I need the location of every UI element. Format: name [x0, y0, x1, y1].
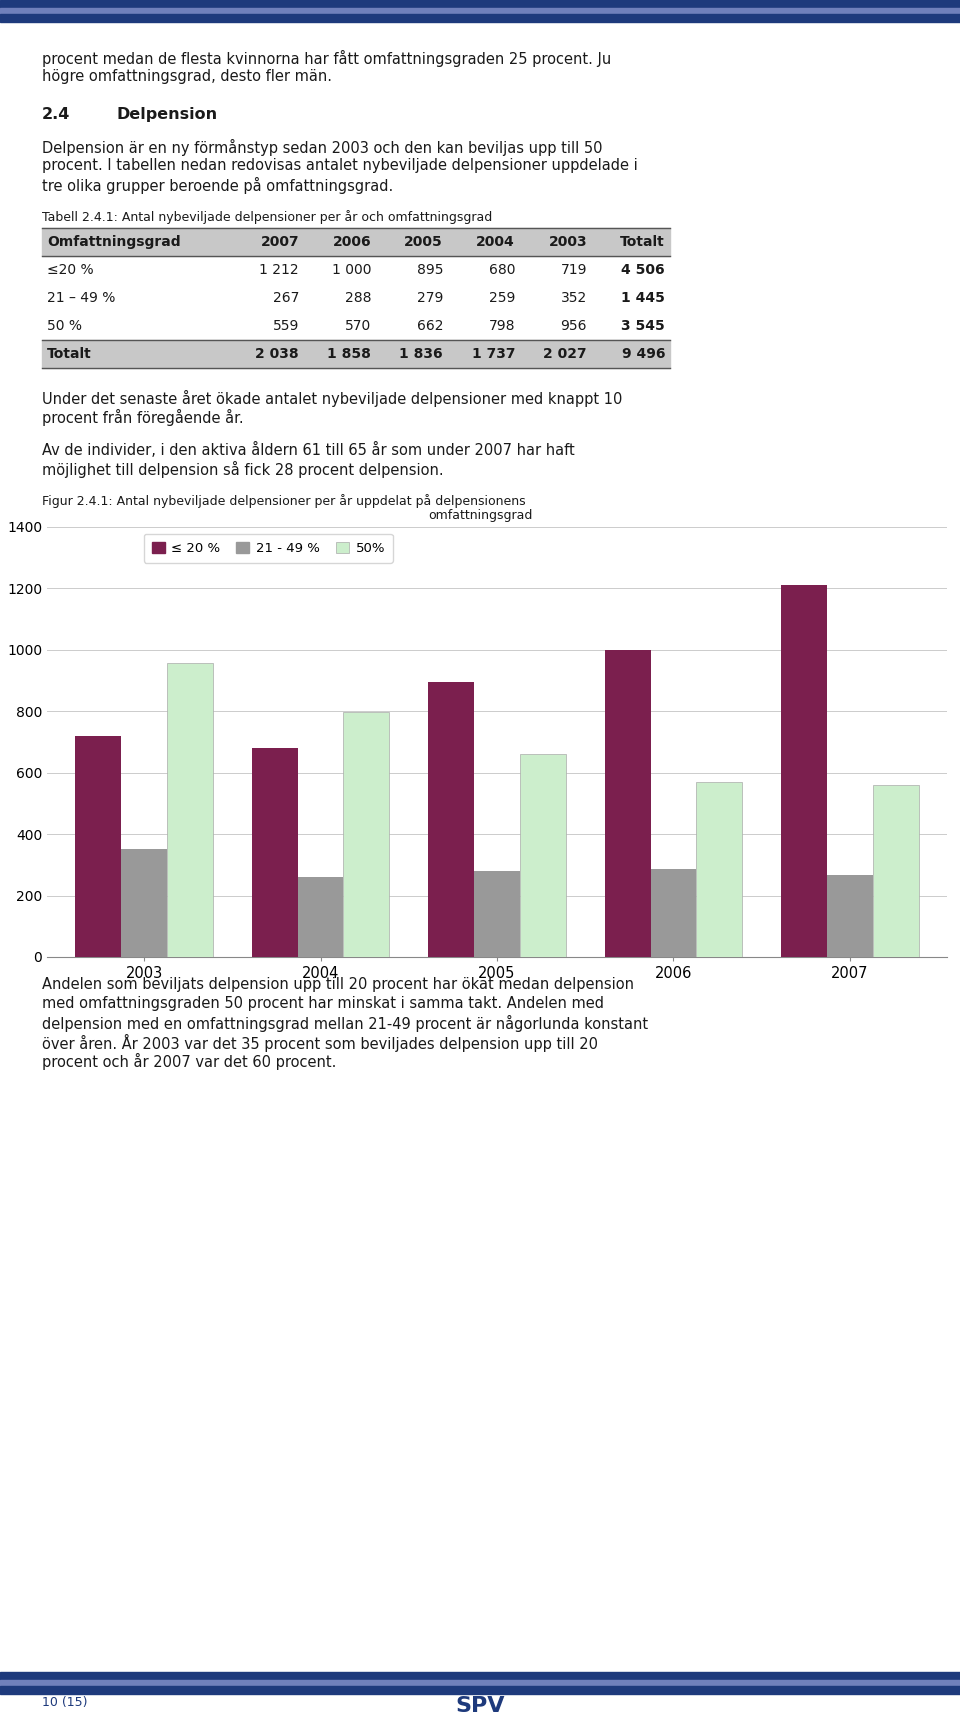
Text: Delpension: Delpension [117, 107, 218, 122]
Text: 1 000: 1 000 [331, 263, 371, 277]
Text: 719: 719 [561, 263, 587, 277]
Text: 259: 259 [489, 291, 515, 305]
Bar [121, 848, 167, 957]
Text: 2006: 2006 [332, 236, 371, 250]
Text: Under det senaste året ökade antalet nybeviljade delpensioner med knappt 10: Under det senaste året ökade antalet nyb… [42, 391, 622, 406]
Bar [42, 227, 670, 256]
Text: 2003: 2003 [548, 236, 587, 250]
Text: 1 212: 1 212 [259, 263, 299, 277]
Bar [0, 14, 960, 22]
Text: Figur 2.4.1: Antal nybeviljade delpensioner per år uppdelat på delpensionens: Figur 2.4.1: Antal nybeviljade delpensio… [42, 494, 526, 508]
Text: möjlighet till delpension så fick 28 procent delpension.: möjlighet till delpension så fick 28 pro… [42, 461, 444, 478]
Text: 2004: 2004 [476, 236, 515, 250]
Text: 1 737: 1 737 [471, 348, 515, 361]
Bar [344, 712, 390, 957]
Text: 4 506: 4 506 [621, 263, 665, 277]
Text: högre omfattningsgrad, desto fler män.: högre omfattningsgrad, desto fler män. [42, 69, 332, 84]
Bar [75, 737, 121, 957]
Text: 10 (15): 10 (15) [42, 1695, 87, 1709]
Text: 1 445: 1 445 [621, 291, 665, 305]
Text: procent medan de flesta kvinnorna har fått omfattningsgraden 25 procent. Ju: procent medan de flesta kvinnorna har få… [42, 50, 612, 67]
Text: med omfattningsgraden 50 procent har minskat i samma takt. Andelen med: med omfattningsgraden 50 procent har min… [42, 996, 604, 1010]
Text: 9 496: 9 496 [621, 348, 665, 361]
Text: SPV: SPV [455, 1695, 505, 1716]
Text: ≤20 %: ≤20 % [47, 263, 94, 277]
Text: tre olika grupper beroende på omfattningsgrad.: tre olika grupper beroende på omfattning… [42, 177, 394, 194]
Text: Delpension är en ny förmånstyp sedan 2003 och den kan beviljas upp till 50: Delpension är en ny förmånstyp sedan 200… [42, 139, 603, 157]
Text: Av de individer, i den aktiva åldern 61 till 65 år som under 2007 har haft: Av de individer, i den aktiva åldern 61 … [42, 442, 575, 458]
Text: 352: 352 [561, 291, 587, 305]
Bar [873, 785, 919, 957]
Text: Totalt: Totalt [620, 236, 665, 250]
Bar [298, 878, 344, 957]
Bar [651, 869, 696, 957]
Text: Andelen som beviljats delpension upp till 20 procent har ökat medan delpension: Andelen som beviljats delpension upp til… [42, 978, 634, 991]
Bar [252, 749, 298, 957]
Text: 559: 559 [273, 318, 299, 332]
Text: procent och år 2007 var det 60 procent.: procent och år 2007 var det 60 procent. [42, 1053, 336, 1070]
Bar [605, 651, 651, 957]
Text: 798: 798 [489, 318, 515, 332]
Text: Totalt: Totalt [47, 348, 92, 361]
Bar [42, 341, 670, 368]
Text: procent från föregående år.: procent från föregående år. [42, 410, 244, 427]
Text: 279: 279 [417, 291, 443, 305]
Legend: ≤ 20 %, 21 - 49 %, 50%: ≤ 20 %, 21 - 49 %, 50% [144, 534, 393, 563]
Text: 2005: 2005 [404, 236, 443, 250]
Text: 895: 895 [417, 263, 443, 277]
Bar [0, 0, 960, 9]
Text: Tabell 2.4.1: Antal nybeviljade delpensioner per år och omfattningsgrad: Tabell 2.4.1: Antal nybeviljade delpensi… [42, 210, 492, 224]
Text: 267: 267 [273, 291, 299, 305]
Bar [474, 871, 520, 957]
Text: procent. I tabellen nedan redovisas antalet nybeviljade delpensioner uppdelade i: procent. I tabellen nedan redovisas anta… [42, 158, 637, 174]
Text: delpension med en omfattningsgrad mellan 21-49 procent är någorlunda konstant: delpension med en omfattningsgrad mellan… [42, 1015, 648, 1033]
Bar [428, 682, 474, 957]
Text: 2 038: 2 038 [255, 348, 299, 361]
Text: 680: 680 [489, 263, 515, 277]
Bar [520, 754, 565, 957]
Text: 1 836: 1 836 [399, 348, 443, 361]
Text: 662: 662 [417, 318, 443, 332]
Text: 956: 956 [561, 318, 587, 332]
Text: Omfattningsgrad: Omfattningsgrad [47, 236, 180, 250]
Bar [0, 1680, 960, 1687]
Text: 3 545: 3 545 [621, 318, 665, 332]
Text: över åren. År 2003 var det 35 procent som beviljades delpension upp till 20: över åren. År 2003 var det 35 procent so… [42, 1034, 598, 1052]
Bar [781, 585, 827, 957]
Text: 570: 570 [345, 318, 371, 332]
Text: 21 – 49 %: 21 – 49 % [47, 291, 115, 305]
Text: 2007: 2007 [260, 236, 299, 250]
Text: 2.4: 2.4 [42, 107, 70, 122]
Bar [827, 874, 873, 957]
Bar [0, 1673, 960, 1680]
Text: 1 858: 1 858 [327, 348, 371, 361]
Text: omfattningsgrad: omfattningsgrad [428, 509, 532, 521]
Bar [0, 1687, 960, 1693]
Bar [696, 781, 742, 957]
Text: 50 %: 50 % [47, 318, 82, 332]
Bar [167, 663, 213, 957]
Text: 2 027: 2 027 [543, 348, 587, 361]
Bar [0, 9, 960, 14]
Text: 288: 288 [345, 291, 371, 305]
